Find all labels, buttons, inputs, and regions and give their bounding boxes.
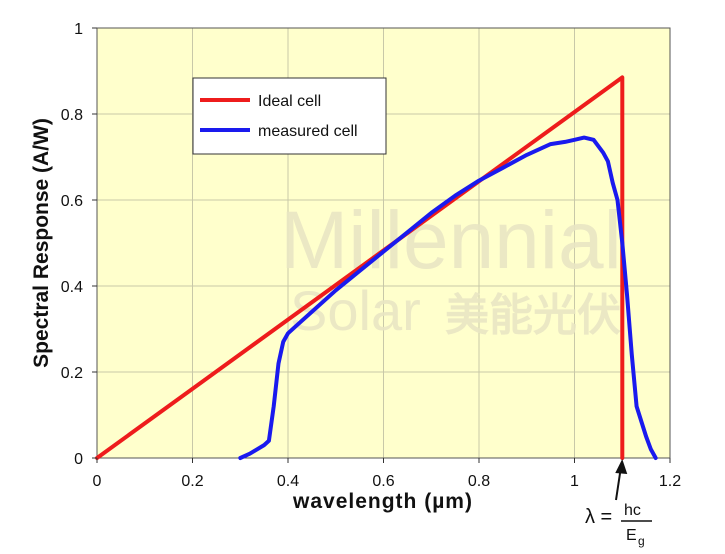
watermark: Millennial Solar 美能光伏 xyxy=(280,195,622,342)
y-tick-label: 0.8 xyxy=(61,107,83,124)
y-tick-label: 0 xyxy=(74,451,83,468)
y-axis-title: Spectral Response (A/W) xyxy=(30,118,53,368)
bandgap-numerator: hc xyxy=(624,502,641,519)
x-tick-label: 0.8 xyxy=(468,473,490,490)
legend: Ideal cell measured cell xyxy=(192,77,387,155)
bandgap-arrow-head xyxy=(615,459,628,474)
legend-label-ideal-cell: Ideal cell xyxy=(258,93,321,110)
bandgap-subscript: g xyxy=(638,534,645,548)
bandgap-denominator: E xyxy=(626,527,637,544)
x-tick-label: 1 xyxy=(570,473,579,490)
legend-label-measured-cell: measured cell xyxy=(258,123,358,140)
series-ideal-cell xyxy=(95,75,625,460)
watermark-cjk: 美能光伏 xyxy=(445,291,621,340)
y-tick-label: 0.6 xyxy=(61,193,83,210)
x-tick-label: 0.2 xyxy=(181,473,203,490)
bandgap-annotation: λ = hc E g xyxy=(585,459,652,548)
x-tick-label: 1.2 xyxy=(659,473,681,490)
x-axis-ticks: 0 0.2 0.4 0.6 0.8 1 1.2 xyxy=(93,458,681,490)
x-tick-label: 0 xyxy=(93,473,102,490)
y-tick-label: 0.4 xyxy=(61,279,83,296)
y-tick-label: 0.2 xyxy=(61,365,83,382)
series-layer xyxy=(95,75,658,460)
x-tick-label: 0.4 xyxy=(277,473,299,490)
y-axis-ticks: 0 0.2 0.4 0.6 0.8 1 xyxy=(61,21,97,468)
y-tick-label: 1 xyxy=(74,21,83,38)
bandgap-lhs: λ = xyxy=(585,506,612,528)
series-measured-cell xyxy=(238,135,658,460)
legend-box xyxy=(192,77,387,155)
watermark-line1: Millennial xyxy=(280,195,622,286)
x-tick-label: 0.6 xyxy=(372,473,394,490)
watermark-line2: Solar xyxy=(290,279,421,342)
x-axis-title: wavelength (µm) xyxy=(292,490,473,513)
